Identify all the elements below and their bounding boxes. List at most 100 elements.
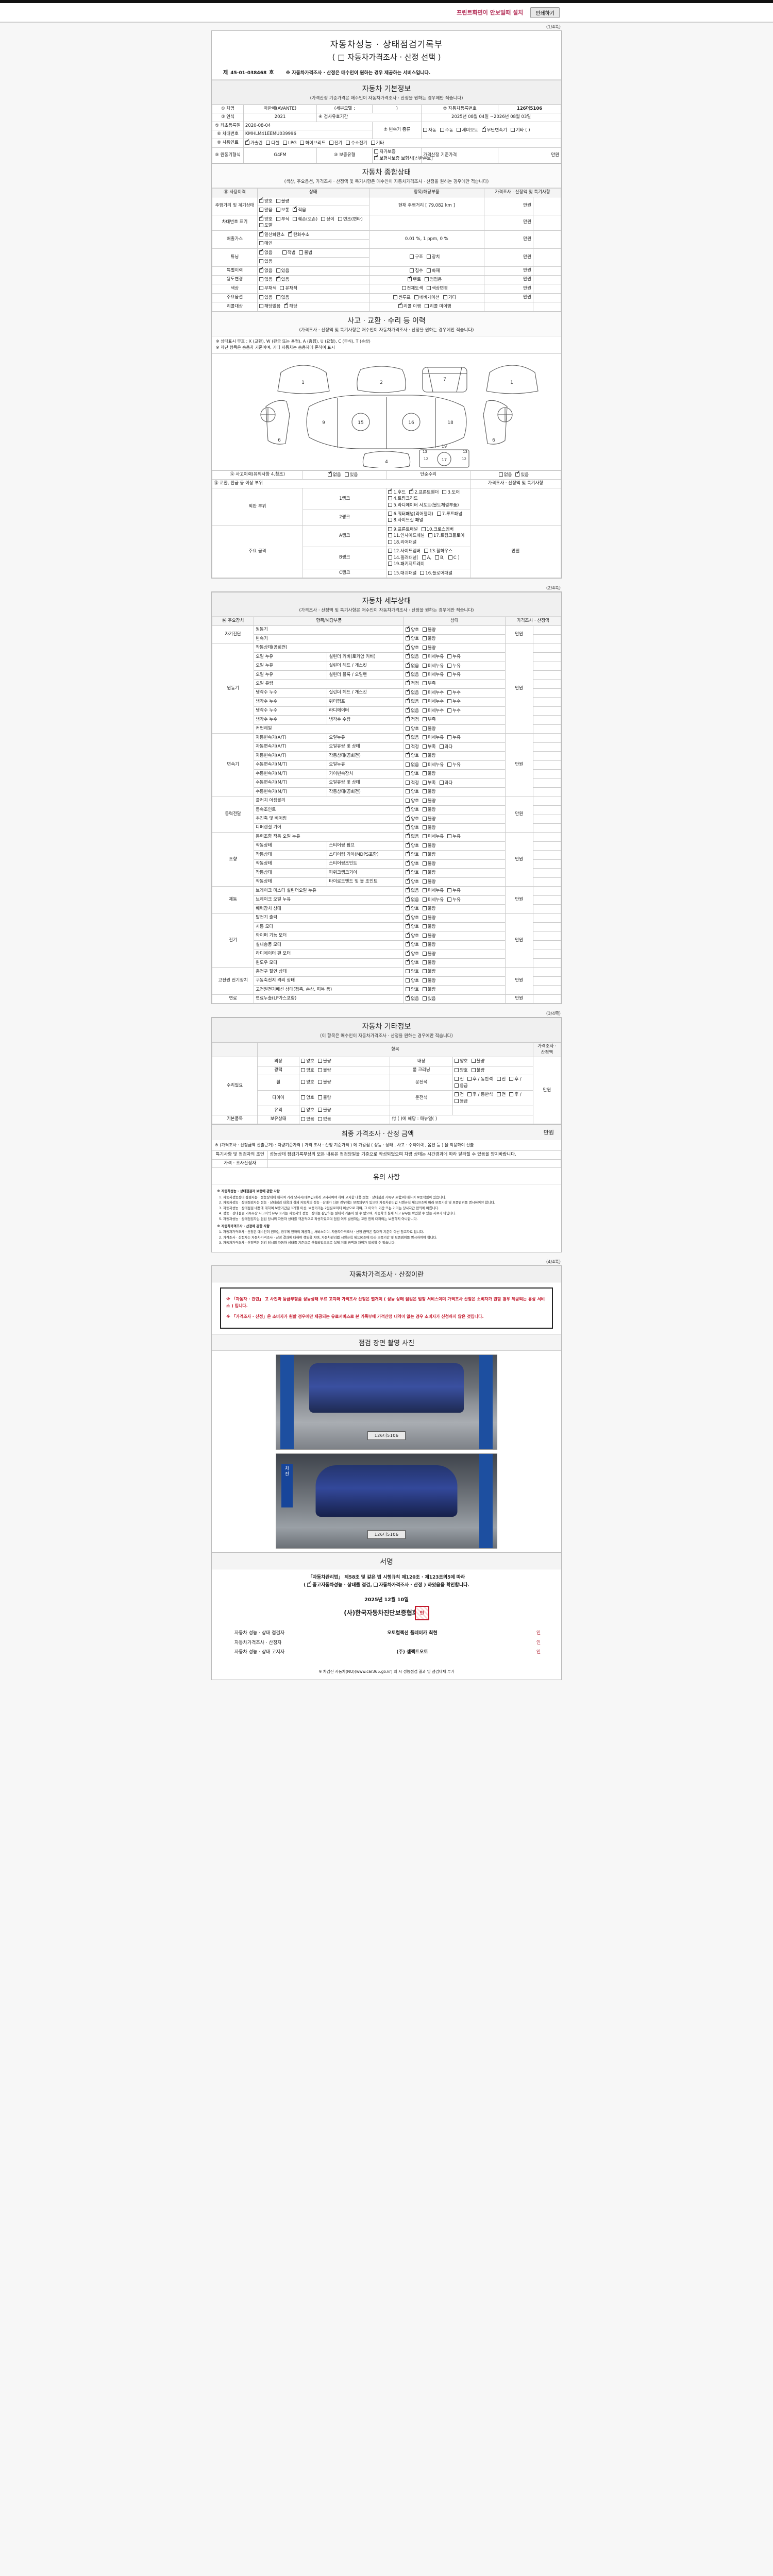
checkbox[interactable] xyxy=(422,798,427,803)
checkbox[interactable] xyxy=(422,645,427,650)
rank-price-blank[interactable] xyxy=(469,487,562,526)
checkbox[interactable] xyxy=(439,744,444,749)
checkbox[interactable] xyxy=(447,708,452,713)
etc-option[interactable]: 양호 xyxy=(455,1067,468,1074)
checkbox[interactable] xyxy=(401,286,406,291)
checkbox[interactable] xyxy=(408,276,412,281)
overall-item-cell[interactable]: 0.01 %, 1 ppm, 0 % xyxy=(368,230,485,249)
state-option[interactable]: 누유 xyxy=(447,762,461,768)
checkbox[interactable] xyxy=(276,216,280,221)
fuel-option[interactable]: 전기 xyxy=(329,140,342,146)
checkbox[interactable] xyxy=(406,662,410,668)
item-option[interactable]: 썬루프 xyxy=(393,295,411,301)
overall-price-input[interactable] xyxy=(532,302,562,312)
part-option[interactable]: 5.라디에이터 서포트(볼트체결부품) xyxy=(388,502,459,509)
state-option[interactable]: 부족 xyxy=(422,744,436,750)
transmission-option[interactable]: 무단변속기 xyxy=(481,126,507,133)
detail-state[interactable]: 적정 부족 과다 xyxy=(404,742,506,752)
state-option[interactable]: 유채색 xyxy=(280,285,297,292)
checkbox[interactable] xyxy=(406,780,410,785)
state-option[interactable]: 양호 xyxy=(406,914,419,921)
checkbox[interactable] xyxy=(344,472,349,477)
accident-history-option[interactable]: 있음 xyxy=(344,472,358,478)
overall-item-cell[interactable]: 썬루프 네비게이션 기타 xyxy=(368,293,485,303)
checkbox[interactable] xyxy=(409,488,414,494)
state-option[interactable]: 없음 xyxy=(406,833,419,840)
checkbox[interactable] xyxy=(259,241,263,246)
state-option[interactable]: 누유 xyxy=(447,897,461,903)
state-option[interactable]: 불량 xyxy=(422,942,436,948)
state-option[interactable]: 불량 xyxy=(422,960,436,966)
state-option[interactable]: 양호 xyxy=(406,789,419,795)
detail-price-input[interactable] xyxy=(532,967,562,977)
etc-options-left[interactable]: 양호 불량 xyxy=(299,1106,391,1115)
checkbox[interactable] xyxy=(447,762,452,767)
checkbox[interactable] xyxy=(447,888,452,893)
item-option[interactable]: 화재 xyxy=(426,268,440,274)
checkbox[interactable] xyxy=(455,1077,459,1081)
state-option[interactable]: 적정 xyxy=(406,744,419,750)
state-option[interactable]: 누수 xyxy=(447,708,461,714)
checkbox[interactable] xyxy=(406,798,410,803)
checkbox[interactable] xyxy=(496,1092,501,1097)
item-option[interactable]: 렌트 xyxy=(408,276,421,283)
part-option[interactable]: 17.트렁크플로어 xyxy=(428,533,464,539)
etc-option[interactable]: 불량 xyxy=(317,1067,331,1074)
checkbox[interactable] xyxy=(299,250,304,255)
checkbox[interactable] xyxy=(481,126,486,132)
state-option[interactable]: 불량 xyxy=(422,978,436,984)
state-option[interactable]: 불량 xyxy=(422,969,436,975)
state-option[interactable]: 불량 xyxy=(422,843,436,849)
checkbox[interactable] xyxy=(455,1067,459,1072)
state-option[interactable]: 양호 xyxy=(406,806,419,813)
checkbox[interactable] xyxy=(276,295,280,299)
checkbox[interactable] xyxy=(406,887,410,893)
checkbox[interactable] xyxy=(442,489,447,494)
state-option[interactable]: 불량 xyxy=(422,771,436,777)
checkbox[interactable] xyxy=(439,780,444,785)
checkbox[interactable] xyxy=(388,496,393,501)
checkbox[interactable] xyxy=(422,708,427,713)
transmission-option[interactable]: 기타 ( ) xyxy=(510,127,530,133)
print-button[interactable]: 인쇄하기 xyxy=(530,7,560,18)
checkbox[interactable] xyxy=(422,699,427,704)
etc-option[interactable]: 불량 xyxy=(317,1095,331,1101)
state-option[interactable]: 불량 xyxy=(422,627,436,633)
overall-item-cell[interactable]: 현재 주행거리 [ 79,082 km ] xyxy=(368,196,485,215)
state-option[interactable]: 불량 xyxy=(422,951,436,957)
checkbox[interactable] xyxy=(448,555,452,560)
etc-option[interactable]: 있음 xyxy=(301,1116,314,1123)
detail-price-input[interactable] xyxy=(532,697,562,707)
state-option[interactable]: 불량 xyxy=(422,852,436,858)
checkbox[interactable] xyxy=(406,726,410,731)
detail-price-input[interactable] xyxy=(532,895,562,905)
checkbox[interactable] xyxy=(509,1077,514,1081)
checkbox[interactable] xyxy=(422,816,427,821)
checkbox[interactable] xyxy=(426,268,431,273)
checkbox[interactable] xyxy=(388,533,393,538)
state-option[interactable]: 미세누유 xyxy=(422,663,444,669)
checkbox[interactable] xyxy=(410,268,414,273)
state-option[interactable]: 양호 xyxy=(406,969,419,975)
checkbox[interactable] xyxy=(301,1067,306,1072)
overall-state-cell[interactable]: 있음 없음 xyxy=(257,293,369,303)
detail-price-input[interactable] xyxy=(532,796,562,806)
checkbox[interactable] xyxy=(422,672,427,676)
etc-option[interactable]: 응급 xyxy=(455,1098,468,1105)
checkbox[interactable] xyxy=(422,762,427,767)
detail-price-input[interactable] xyxy=(532,922,562,932)
checkbox[interactable] xyxy=(447,672,452,676)
checkbox[interactable] xyxy=(371,140,375,145)
detail-price-input[interactable] xyxy=(532,661,562,671)
